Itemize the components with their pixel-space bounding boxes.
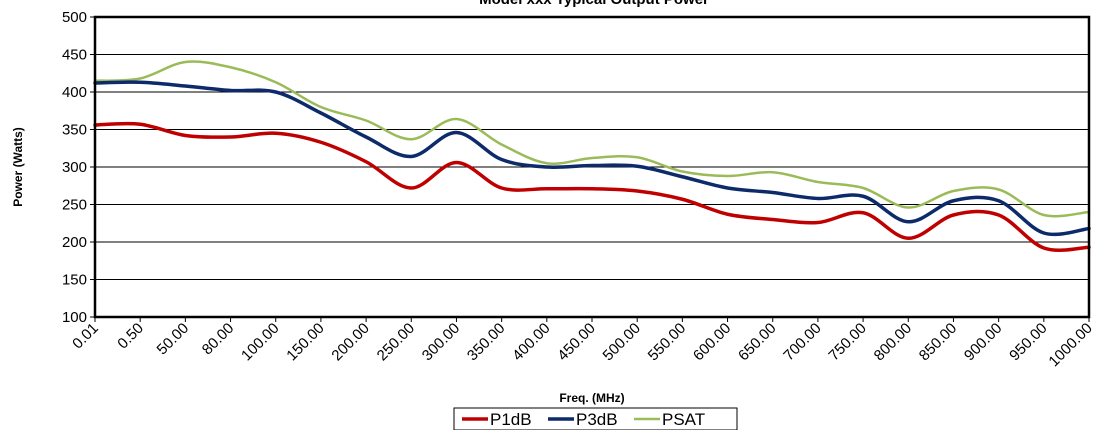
x-tick-label: 100.00 [238, 320, 282, 364]
x-tick-label: 0.50 [114, 320, 147, 353]
x-tick-label: 800.00 [871, 320, 915, 364]
x-tick-label: 450.00 [554, 320, 598, 364]
y-tick-label: 450 [62, 47, 87, 64]
x-tick-label: 200.00 [328, 320, 372, 364]
x-tick-label: 1000.00 [1045, 320, 1095, 370]
y-axis-title: Power (Watts) [11, 127, 25, 207]
x-tick-label: 50.00 [154, 320, 193, 359]
x-tick-label: 400.00 [509, 320, 553, 364]
legend-label-psat: PSAT [662, 410, 705, 429]
series-lines [93, 60, 1091, 252]
x-tick-label: 550.00 [645, 320, 689, 364]
y-tick-labels: 100 150 200 250 300 350 400 450 500 [62, 9, 87, 326]
y-tick-label: 150 [62, 272, 87, 289]
x-tick-label: 650.00 [735, 320, 779, 364]
x-tick-label: 850.00 [916, 320, 960, 364]
x-tick-label: 950.00 [1006, 320, 1050, 364]
series-line-p1db [93, 121, 1091, 252]
series-line-psat [93, 60, 1091, 218]
x-tick-label: 350.00 [464, 320, 508, 364]
x-tick-label: 150.00 [283, 320, 327, 364]
x-tick-label: 300.00 [419, 320, 463, 364]
y-tick-label: 250 [62, 197, 87, 214]
x-tick-label: 500.00 [600, 320, 644, 364]
legend-box [453, 407, 738, 430]
x-tick-label: 250.00 [374, 320, 418, 364]
y-tick-label: 350 [62, 122, 87, 139]
x-tick-labels: 0.01 0.50 50.00 80.00 100.00 150.00 200.00 250.… [69, 317, 1096, 370]
x-tick-label: 80.00 [199, 320, 238, 359]
legend: P1dB P3dB PSAT [453, 407, 738, 430]
x-axis-title: Freq. (MHz) [559, 391, 624, 405]
chart-title: Model xxx Typical Output Power [479, 0, 709, 8]
x-tick-label: 750.00 [825, 320, 869, 364]
legend-label-p1db: P1dB [490, 410, 532, 429]
y-tick-label: 500 [62, 9, 87, 26]
y-tick-label: 400 [62, 84, 87, 101]
x-tick-label: 700.00 [780, 320, 824, 364]
legend-label-p3db: P3dB [576, 410, 618, 429]
x-tick-label: 600.00 [690, 320, 734, 364]
series-line-p3db [93, 80, 1091, 237]
y-tick-label: 200 [62, 234, 87, 251]
x-tick-label: 900.00 [961, 320, 1005, 364]
plot-frame [93, 15, 1091, 319]
y-tick-label: 300 [62, 159, 87, 176]
y-tick-label: 100 [62, 309, 87, 326]
